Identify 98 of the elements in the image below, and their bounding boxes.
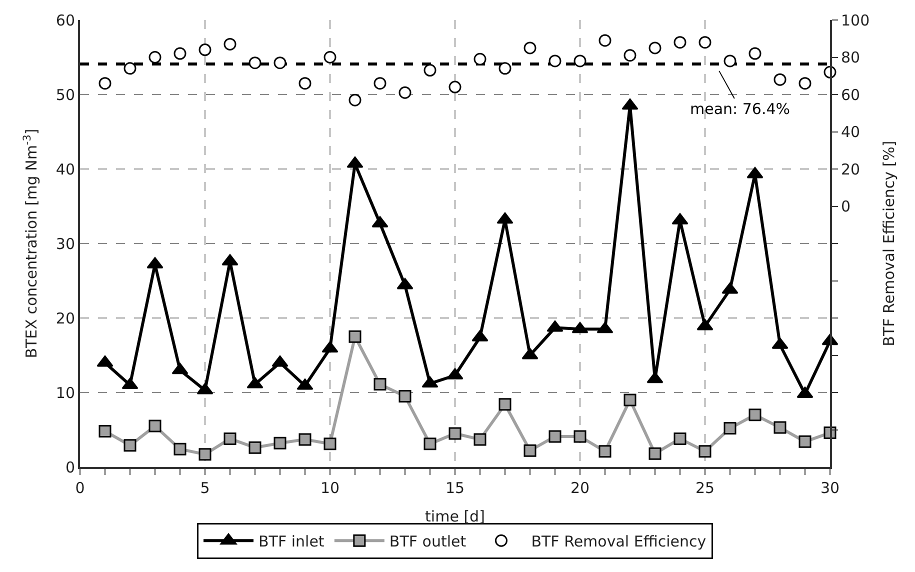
point bbox=[498, 398, 512, 411]
point bbox=[698, 445, 712, 458]
point bbox=[298, 433, 312, 446]
point bbox=[324, 51, 336, 64]
point bbox=[396, 278, 414, 290]
point bbox=[224, 38, 236, 50]
point bbox=[398, 86, 412, 99]
point bbox=[324, 438, 336, 450]
point bbox=[298, 77, 312, 90]
legend-label: BTF Removal Efficiency bbox=[531, 532, 706, 550]
point bbox=[698, 36, 712, 49]
point bbox=[98, 77, 112, 90]
point bbox=[724, 54, 736, 68]
x-tick-label: 5 bbox=[200, 479, 210, 497]
point bbox=[322, 341, 338, 353]
point bbox=[598, 445, 612, 458]
point bbox=[574, 54, 586, 68]
point bbox=[748, 47, 762, 60]
point bbox=[148, 420, 162, 432]
point bbox=[498, 62, 512, 75]
point bbox=[98, 424, 112, 438]
point bbox=[398, 390, 412, 402]
point bbox=[348, 330, 362, 343]
point bbox=[122, 378, 138, 390]
point bbox=[474, 52, 486, 66]
y2-tick-label: 100 bbox=[841, 11, 870, 30]
point bbox=[648, 447, 662, 460]
point bbox=[798, 77, 812, 90]
point bbox=[448, 80, 462, 94]
point bbox=[746, 166, 764, 178]
point bbox=[248, 56, 262, 70]
point bbox=[272, 355, 288, 367]
point bbox=[648, 42, 662, 54]
point bbox=[524, 42, 536, 54]
y2-tick-label: 40 bbox=[841, 123, 860, 141]
point bbox=[596, 322, 614, 334]
point bbox=[598, 34, 612, 47]
point bbox=[374, 378, 386, 391]
x-tick-label: 15 bbox=[445, 479, 465, 497]
x-tick-label: 20 bbox=[570, 479, 590, 497]
y-tick-label: 40 bbox=[56, 160, 75, 178]
point bbox=[774, 73, 786, 86]
point bbox=[548, 430, 562, 443]
point bbox=[374, 77, 386, 90]
ref-line-label: mean: 76.4% bbox=[690, 100, 790, 118]
x-tick-label: 10 bbox=[320, 479, 340, 497]
point bbox=[174, 442, 186, 456]
point bbox=[524, 444, 536, 457]
x-axis-title: time [d] bbox=[425, 508, 485, 526]
point bbox=[748, 408, 762, 422]
legend-label: BTF outlet bbox=[389, 532, 466, 550]
y-tick-label: 30 bbox=[56, 234, 75, 253]
point bbox=[474, 433, 486, 446]
y-tick-label: 50 bbox=[56, 86, 75, 104]
point bbox=[496, 212, 514, 224]
point bbox=[696, 318, 714, 330]
point bbox=[248, 441, 262, 454]
y-tick-label: 20 bbox=[56, 309, 75, 328]
point bbox=[274, 436, 286, 450]
point bbox=[572, 322, 588, 334]
point bbox=[674, 36, 686, 49]
point bbox=[174, 47, 186, 60]
point bbox=[724, 422, 736, 435]
y-tick-label: 0 bbox=[65, 458, 75, 476]
point bbox=[774, 421, 786, 434]
y2-tick-label: 0 bbox=[841, 198, 851, 216]
point bbox=[424, 64, 436, 77]
point bbox=[574, 430, 586, 443]
y2-axis-title: BTF Removal Efficiency [%] bbox=[880, 140, 898, 346]
point bbox=[448, 427, 462, 440]
point bbox=[224, 432, 236, 445]
y2-tick-label: 20 bbox=[841, 160, 860, 178]
point bbox=[798, 435, 812, 448]
point bbox=[622, 98, 638, 110]
point bbox=[172, 362, 188, 374]
y2-tick-label: 60 bbox=[841, 86, 860, 104]
y-tick-label: 60 bbox=[56, 11, 75, 30]
point bbox=[348, 94, 362, 106]
point bbox=[548, 54, 562, 68]
point bbox=[546, 320, 564, 332]
y2-tick-label: 80 bbox=[841, 48, 860, 66]
x-tick-label: 25 bbox=[695, 479, 715, 497]
point bbox=[424, 438, 436, 450]
point bbox=[198, 44, 212, 56]
point bbox=[148, 51, 162, 64]
legend-label: BTF inlet bbox=[258, 532, 324, 550]
point bbox=[674, 432, 686, 445]
point bbox=[422, 376, 438, 388]
y-tick-label: 10 bbox=[56, 384, 75, 402]
point bbox=[722, 282, 738, 294]
point bbox=[624, 49, 636, 62]
point bbox=[274, 56, 286, 70]
point bbox=[124, 439, 136, 452]
point bbox=[124, 62, 136, 75]
point bbox=[198, 448, 212, 461]
point bbox=[96, 355, 114, 367]
x-tick-label: 30 bbox=[820, 479, 840, 497]
point bbox=[624, 394, 636, 406]
